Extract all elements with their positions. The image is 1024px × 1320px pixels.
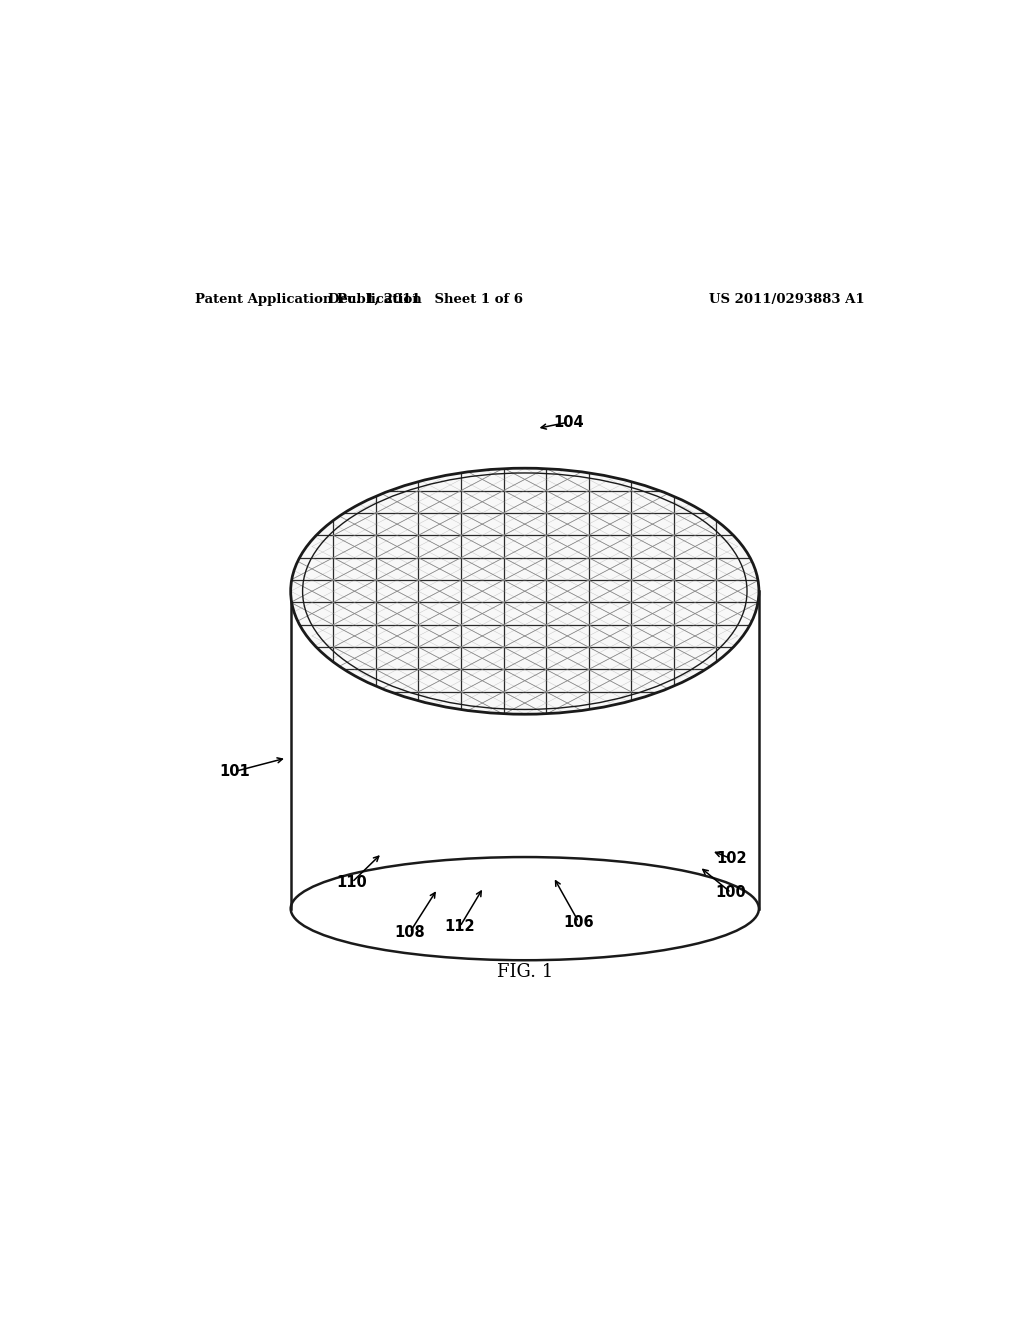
Text: 101: 101 <box>220 764 251 779</box>
Text: 104: 104 <box>553 414 584 430</box>
Text: Patent Application Publication: Patent Application Publication <box>196 293 422 306</box>
Text: Dec. 1, 2011   Sheet 1 of 6: Dec. 1, 2011 Sheet 1 of 6 <box>328 293 523 306</box>
Text: US 2011/0293883 A1: US 2011/0293883 A1 <box>709 293 864 306</box>
Polygon shape <box>291 591 759 908</box>
Text: 112: 112 <box>444 920 475 935</box>
Text: 102: 102 <box>716 851 746 866</box>
Text: 108: 108 <box>394 925 425 940</box>
Ellipse shape <box>291 857 759 960</box>
Text: 100: 100 <box>716 886 746 900</box>
Text: FIG. 1: FIG. 1 <box>497 964 553 981</box>
Text: 106: 106 <box>563 915 594 929</box>
Text: 110: 110 <box>337 875 368 890</box>
Ellipse shape <box>291 469 759 714</box>
